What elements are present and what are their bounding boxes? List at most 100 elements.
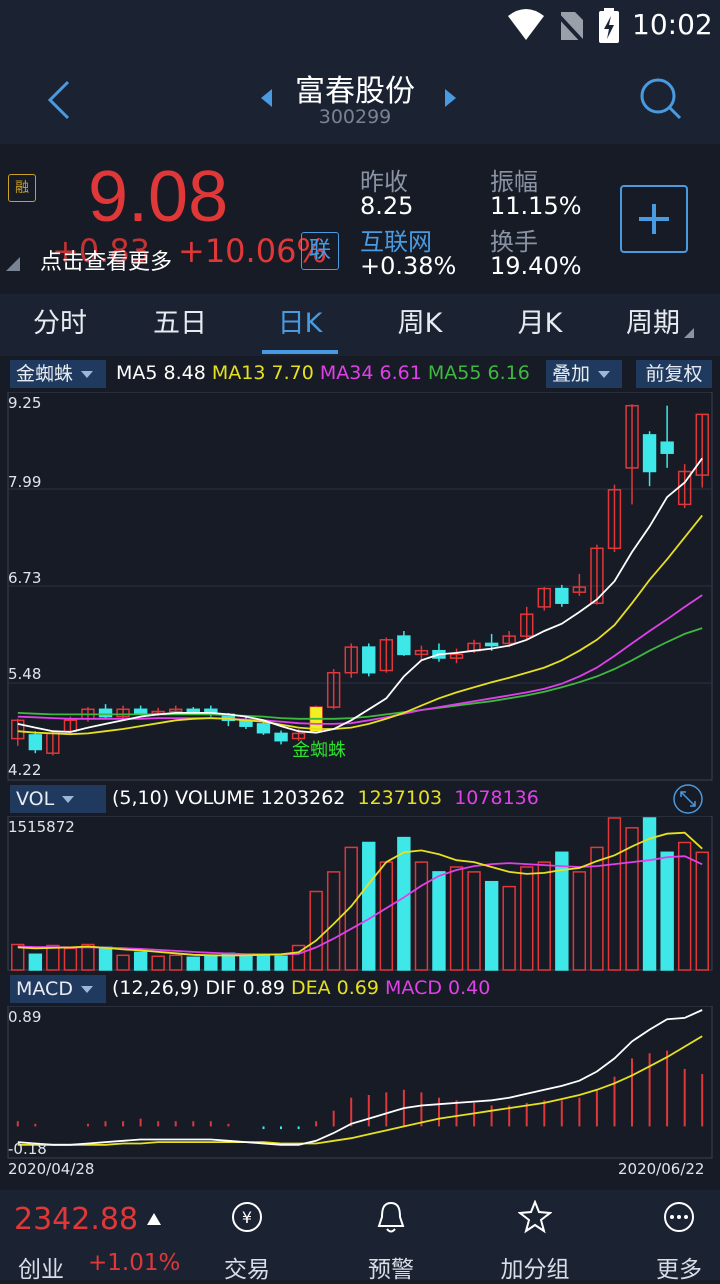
prev-close-value: 8.25 [360, 192, 414, 220]
turnover-label: 换手 [490, 228, 538, 256]
candle-body [274, 732, 288, 742]
alert-label: 预警 [368, 1257, 414, 1283]
candle-body [537, 587, 551, 608]
turnover-value: 19.40% [490, 252, 582, 280]
star-icon [518, 1200, 552, 1234]
y-label-max: 9.25 [8, 394, 42, 412]
prev-stock-icon[interactable] [259, 88, 273, 108]
signal-label: 金蜘蛛 [292, 740, 346, 761]
no-sim-icon [555, 12, 585, 42]
y-label-4: 5.48 [8, 665, 42, 683]
ma55-line [17, 627, 703, 720]
tab-monthly-k[interactable]: 月K [517, 308, 563, 339]
ma-lines [17, 457, 703, 736]
dropdown-caret-icon [62, 796, 75, 803]
battery-charging-icon [599, 8, 619, 43]
trade-icon: ¥ [232, 1202, 262, 1232]
corner-icon [6, 257, 20, 271]
ma5-value: 8.48 [163, 362, 206, 384]
macd-frame [7, 1005, 713, 1159]
volume-bar [151, 955, 165, 971]
volume-bar [344, 846, 358, 971]
candle-body [520, 613, 534, 637]
dea-label: DEA [290, 977, 331, 999]
ma-legend: MA5 8.48 MA13 7.70 MA34 6.61 MA55 6.16 [116, 362, 530, 384]
ma34-label: MA34 [319, 362, 374, 384]
volume-bar [572, 871, 587, 971]
amplitude-label: 振幅 [490, 168, 538, 196]
volume-bar [660, 851, 674, 971]
candle-body [291, 732, 306, 740]
candle-body [186, 708, 200, 713]
expand-icon[interactable] [672, 783, 704, 815]
back-icon[interactable] [44, 78, 74, 122]
plus-icon [639, 204, 669, 234]
index-name: 创业 [18, 1257, 64, 1283]
volume-indicator-dropdown[interactable]: VOL [10, 785, 106, 813]
volume-max-label: 1515872 [8, 818, 75, 836]
bell-icon [377, 1201, 405, 1233]
candle-body [414, 649, 429, 656]
candle-body [555, 587, 569, 604]
tab-period[interactable]: 周期 [626, 308, 680, 339]
candle-body [256, 723, 271, 734]
indicator-dropdown[interactable]: 金蜘蛛 [10, 360, 106, 388]
candle-body [660, 441, 674, 454]
volume-ma5: 1237103 [357, 787, 443, 809]
svg-text:¥: ¥ [242, 1208, 252, 1227]
candle-body [116, 708, 130, 718]
amplitude-value: 11.15% [490, 192, 582, 220]
volume-bar [169, 954, 183, 971]
trade-label: 交易 [224, 1257, 270, 1283]
tab-weekly-k[interactable]: 周K [397, 308, 443, 339]
volume-indicator-name: VOL [16, 788, 55, 810]
macd-legend: MACD (12,26,9) DIF 0.89 DEA 0.69 MACD 0.… [0, 972, 720, 1006]
macd-params: (12,26,9) DIF [112, 977, 237, 999]
sector-link[interactable]: 互联网 [360, 228, 432, 256]
volume-bar [397, 836, 411, 971]
period-tabs: 分时 五日 日K 周K 月K 周期 [0, 294, 720, 356]
overlay-label: 叠加 [552, 363, 591, 385]
volume-bar [502, 885, 516, 971]
candle-body [28, 734, 43, 751]
adjust-button[interactable]: 前复权 [636, 360, 712, 388]
view-more-hint[interactable]: 点击查看更多 [40, 250, 173, 275]
quote-panel: 融 9.08 +0.83 +10.06% 点击查看更多 联 昨收 8.25 互联… [0, 144, 720, 294]
index-value[interactable]: 2342.88 [14, 1202, 139, 1237]
volume-ma10: 1078136 [454, 787, 539, 809]
kline-chart[interactable] [0, 392, 720, 1188]
volume-bar [186, 956, 200, 971]
overlay-dropdown[interactable]: 叠加 [546, 360, 622, 388]
link-badge[interactable]: 联 [301, 232, 339, 270]
candle-body [642, 434, 657, 473]
volume-bar [116, 954, 130, 971]
volume-bar [677, 841, 692, 971]
prev-close-label: 昨收 [360, 168, 408, 196]
next-stock-icon[interactable] [444, 88, 458, 108]
price-change: +0.83 [52, 232, 151, 270]
candle-body [344, 646, 358, 674]
ma13-value: 7.70 [271, 362, 314, 384]
volume-bar [467, 871, 481, 971]
volume-bar [63, 947, 78, 971]
status-bar: 10:02 [0, 0, 720, 52]
volume-bar [537, 861, 551, 971]
volume-bar [98, 946, 113, 971]
macd-max-label: 0.89 [8, 1008, 42, 1026]
volume-bar [133, 951, 148, 971]
sector-change: +0.38% [360, 252, 457, 280]
date-end-label: 2020/06/22 [618, 1160, 705, 1178]
macd-indicator-dropdown[interactable]: MACD [10, 975, 106, 1003]
tab-five-day[interactable]: 五日 [153, 308, 207, 339]
candle-body [502, 635, 516, 645]
chart-grid [7, 392, 713, 1159]
candle-body [133, 708, 148, 714]
y-label-3: 6.73 [8, 569, 42, 587]
add-watchlist-button[interactable] [620, 185, 688, 253]
more-label: 更多 [656, 1257, 702, 1283]
tab-daily-k[interactable]: 日K [277, 308, 323, 339]
tab-intraday[interactable]: 分时 [33, 308, 87, 339]
search-icon[interactable] [638, 76, 682, 120]
more-icon [664, 1202, 694, 1232]
stock-code: 300299 [318, 106, 392, 128]
